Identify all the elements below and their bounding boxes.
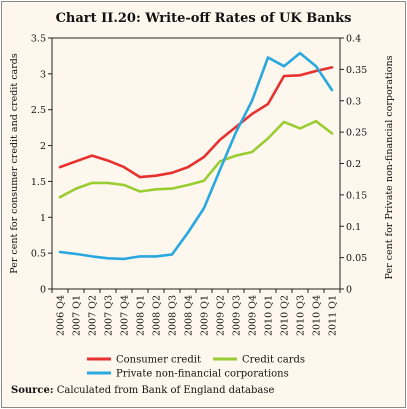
source-text: Calculated from Bank of England database (53, 385, 275, 396)
legend-label-3: Private non-financial corporations (116, 369, 289, 380)
y-right-tick-label: 0.05 (346, 253, 367, 264)
x-tick-label: 2007 Q4 (120, 295, 131, 336)
legend-label-1: Consumer credit (116, 355, 201, 366)
y-left-tick-label: 2.5 (31, 105, 46, 116)
y-left-axis-title: Per cent for consumer credit and credit … (9, 53, 20, 274)
x-tick-label: 2010 Q1 (264, 295, 275, 336)
y-right-tick-label: 0.2 (346, 159, 361, 170)
x-tick-label: 2006 Q4 (56, 295, 67, 336)
x-tick-label: 2008 Q4 (184, 295, 195, 336)
x-tick-label: 2009 Q4 (248, 295, 259, 336)
chart-title: Chart II.20: Write-off Rates of UK Banks (55, 11, 352, 26)
x-tick-label: 2010 Q3 (296, 295, 307, 336)
source-note: Source: Calculated from Bank of England … (11, 385, 274, 396)
series-line-1 (58, 66, 334, 179)
x-tick-label: 2010 Q2 (280, 295, 291, 336)
y-left-tick-label: 1 (40, 213, 46, 224)
x-tick-label: 2009 Q1 (200, 295, 211, 336)
x-tick-label: 2011 Q1 (328, 295, 339, 336)
y-right-tick-label: 0.35 (346, 65, 367, 76)
y-right-axis-title: Per cent for Private non-financial corpo… (384, 55, 395, 279)
y-left-tick-label: 2 (40, 141, 46, 152)
y-right-tick-label: 0.1 (346, 222, 361, 233)
y-right-tick-label: 0 (346, 285, 352, 296)
x-tick-label: 2007 Q1 (72, 295, 83, 336)
y-right-tick-label: 0.4 (346, 34, 361, 45)
x-tick-label: 2007 Q2 (88, 295, 99, 336)
source-label: Source: (11, 385, 54, 396)
y-left-tick-label: 0 (40, 285, 46, 296)
y-left-tick-label: 3.5 (31, 34, 46, 45)
x-tick-label: 2007 Q3 (104, 295, 115, 336)
y-left-tick-label: 1.5 (31, 177, 46, 188)
x-tick-label: 2008 Q3 (168, 295, 179, 336)
y-right-tick-label: 0.3 (346, 96, 361, 107)
x-tick-label: 2009 Q3 (232, 295, 243, 336)
x-tick-label: 2009 Q2 (216, 295, 227, 336)
x-tick-label: 2010 Q4 (312, 295, 323, 336)
series-line-2 (58, 119, 334, 199)
x-tick-label: 2008 Q2 (152, 295, 163, 336)
y-right-tick-label: 0.25 (346, 128, 367, 139)
y-left-tick-label: 0.5 (31, 249, 46, 260)
legend-label-2: Credit cards (242, 355, 305, 366)
y-left-tick-label: 3 (40, 69, 46, 80)
x-tick-label: 2008 Q1 (136, 295, 147, 336)
y-right-tick-label: 0.15 (346, 190, 367, 201)
series-line-3 (58, 51, 334, 261)
